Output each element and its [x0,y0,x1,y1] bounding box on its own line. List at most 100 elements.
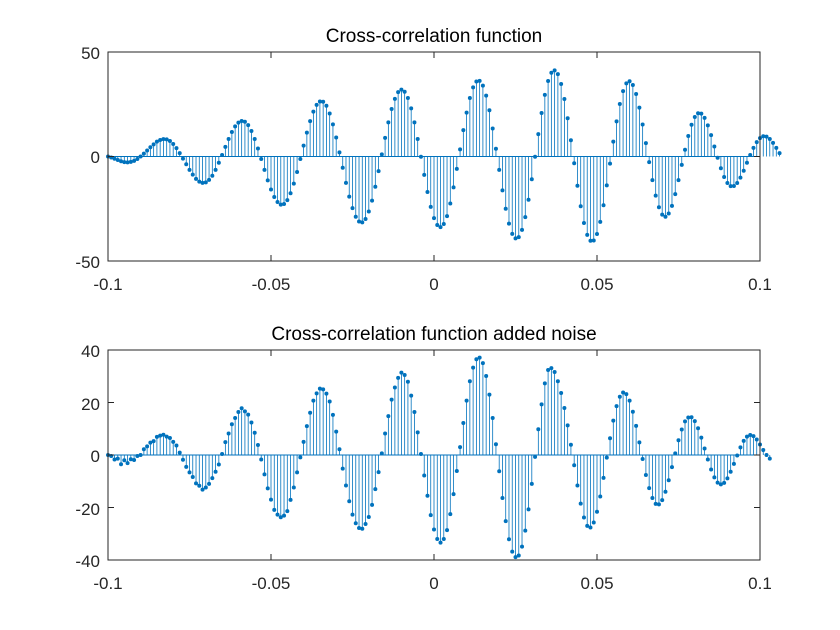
stem-marker [324,103,329,108]
stem-marker [167,435,172,440]
x-tick-label: 0.05 [580,574,613,593]
stem-marker [226,136,231,141]
stem-marker [748,153,753,158]
stem-marker [630,83,635,88]
stem-marker [722,480,727,485]
stem-marker [334,135,339,140]
stem-marker [282,201,287,206]
stem-marker [572,463,577,468]
stem-marker [334,429,339,434]
stem-marker [575,483,580,488]
stem-marker [262,167,267,172]
stem-marker [464,398,469,403]
stem-marker [454,469,459,474]
stem-marker [601,203,606,208]
y-tick-label: -40 [75,552,100,571]
stem-marker [666,211,671,216]
stem-marker [689,122,694,127]
stem-marker [744,160,749,165]
stem-marker [187,167,192,172]
stem-marker [539,402,544,407]
stem-marker [151,142,156,147]
stem-marker [696,426,701,431]
stem-marker [467,379,472,384]
stem-marker [520,544,525,549]
stem-marker [174,146,179,151]
stem-marker [220,153,225,158]
stem-marker [484,93,489,98]
stem-marker [207,177,212,182]
stem-marker [529,481,534,486]
stem-marker [435,223,440,228]
stem-marker [145,148,150,153]
stem-marker [718,166,723,171]
stem-marker [340,466,345,471]
stem-marker [591,238,596,243]
stem-marker [249,129,254,134]
stem-marker [236,409,241,414]
y-tick-label: 40 [81,342,100,361]
stem-marker [392,385,397,390]
stem-marker [624,81,629,86]
stem-marker [226,431,231,436]
stem-marker [197,179,202,184]
stem-marker [598,494,603,499]
stem-marker [396,90,401,95]
stem-marker [366,209,371,214]
stem-marker [764,453,769,457]
x-tick-label: 0 [429,275,438,294]
stem-marker [611,139,616,144]
stem-marker [653,501,658,506]
stem-marker [298,157,303,162]
stem-marker [128,457,133,462]
stem-marker [327,399,332,404]
stem-marker [275,200,280,205]
stem-marker [546,367,551,372]
stem-marker [523,215,528,220]
stem-marker [167,139,172,144]
stem-marker [516,553,521,558]
stem-marker [683,419,688,424]
stem-marker [696,111,701,116]
stem-marker [285,198,290,203]
stem-marker [405,95,410,100]
stem-marker [288,191,293,196]
stem-marker [115,158,120,163]
stem-marker [255,443,260,448]
stem-marker [343,180,348,185]
stem-marker [562,97,567,102]
stem-marker [595,232,599,237]
stem-marker [269,187,273,192]
stem-marker [578,501,583,506]
stem-marker [148,145,153,150]
stem-marker [627,398,632,403]
stem-marker [135,454,140,459]
stem-marker [585,232,590,237]
stem-marker [516,235,521,240]
stem-marker [357,219,362,224]
stem-marker [490,126,495,131]
stem-marker [272,195,277,200]
stem-marker [546,79,551,84]
stem-marker [715,480,720,485]
stem-marker [575,183,580,188]
stem-marker [529,177,534,182]
stem-marker [115,456,120,461]
stem-marker [409,106,414,111]
stem-marker [373,487,378,492]
x-tick-label: -0.05 [252,574,291,593]
stem-marker [295,169,300,174]
stem-marker [581,515,586,520]
stem-marker [347,194,352,199]
stem-marker [412,409,417,414]
stem-marker [386,120,391,125]
stem-marker [138,453,143,457]
stem-marker [314,102,319,107]
stem-marker [203,180,208,185]
stem-marker [676,178,681,183]
stem-marker [396,375,401,380]
stem-marker [588,525,593,530]
stem-marker [767,136,772,141]
stem-marker [112,156,117,161]
stem-marker [621,390,626,395]
